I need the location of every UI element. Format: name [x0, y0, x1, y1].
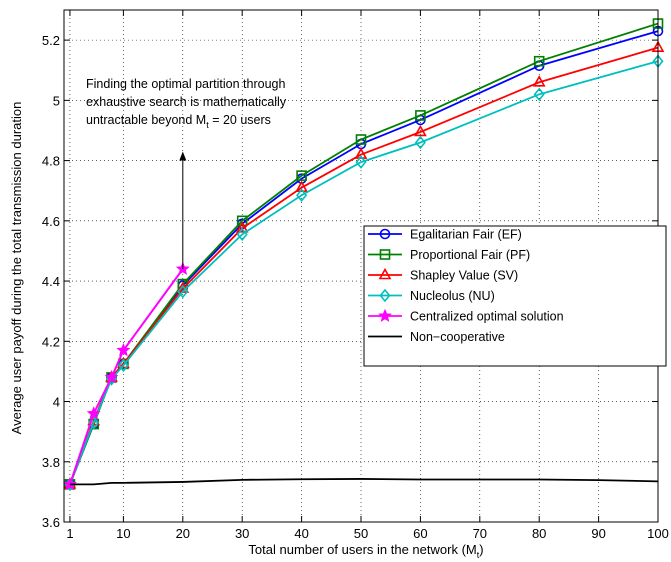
x-tick-label: 1 — [66, 526, 73, 541]
data-point-diamond — [355, 155, 367, 169]
data-point-square — [296, 170, 307, 181]
annotation-line-1: Finding the optimal partition through — [86, 77, 285, 91]
data-point-triangle — [235, 221, 249, 233]
legend-item: Egalitarian Fair (EF) — [368, 228, 522, 242]
legend-item: Shapley Value (SV) — [368, 267, 518, 283]
data-point-triangle — [414, 124, 427, 137]
annotation-tail: = 20 users — [209, 113, 271, 127]
x-tick-label: 10 — [116, 526, 130, 541]
data-point-star — [378, 308, 392, 322]
annotation-line-2: exhaustive search is mathematically — [86, 95, 287, 109]
y-tick-label: 4.4 — [42, 274, 60, 289]
data-point-diamond — [414, 135, 426, 150]
x-axis-label-subscript: t — [477, 550, 480, 560]
data-point-triangle — [532, 75, 546, 87]
y-tick-label: 3.6 — [42, 515, 60, 530]
legend-item: Proportional Fair (PF) — [368, 248, 530, 262]
data-point-diamond — [533, 87, 545, 102]
legend-item: Centralized optimal solution — [368, 308, 564, 324]
data-point-triangle — [295, 180, 308, 192]
data-point-diamond — [236, 227, 248, 242]
legend: Egalitarian Fair (EF) Proportional Fair (… — [363, 225, 667, 367]
legend-item: Nucleolus (NU) — [368, 288, 495, 303]
y-tick-label: 5.2 — [42, 33, 60, 48]
series-non-cooperative — [69, 478, 659, 486]
y-tick-label: 4.6 — [42, 214, 60, 229]
x-tick-label: 30 — [235, 526, 249, 541]
x-axis-ticks: 1 10 20 30 40 50 60 70 80 90 100 — [66, 10, 669, 541]
legend-label: Shapley Value (SV) — [410, 269, 518, 283]
y-tick-label: 4 — [53, 395, 60, 410]
data-point-diamond — [296, 188, 308, 202]
data-point-diamond — [177, 284, 189, 299]
data-point-square — [533, 55, 545, 67]
data-point-square — [379, 249, 391, 260]
x-axis-label-close: ) — [479, 542, 483, 557]
x-tick-label: 20 — [176, 526, 190, 541]
data-point-diamond — [117, 358, 129, 373]
annotation: Finding the optimal partition through ex… — [86, 77, 287, 270]
y-axis-label: Average user payoff during the total tra… — [9, 102, 24, 435]
y-tick-label: 5 — [53, 93, 60, 108]
legend-label: Egalitarian Fair (EF) — [410, 228, 522, 242]
x-tick-label: 70 — [473, 526, 487, 541]
data-point-square — [355, 134, 367, 145]
y-tick-label: 4.8 — [42, 154, 60, 169]
x-tick-label: 80 — [532, 526, 546, 541]
annotation-line-3: untractable beyond Mt = 20 users — [86, 113, 271, 130]
data-point-star — [86, 406, 101, 420]
data-point-star — [104, 370, 119, 384]
x-tick-label: 50 — [354, 526, 368, 541]
data-point-circle — [379, 228, 391, 240]
series-line — [69, 60, 659, 485]
x-axis-label-text: Total number of users in the network (M — [248, 542, 476, 557]
series-lines — [62, 18, 665, 492]
legend-label: Nucleolus (NU) — [410, 289, 495, 303]
x-tick-label: 100 — [647, 526, 669, 541]
legend-label: Proportional Fair (PF) — [410, 248, 530, 262]
data-point-triangle — [354, 147, 368, 159]
data-point-diamond — [379, 288, 391, 303]
y-tick-label: 4.2 — [42, 334, 60, 349]
data-point-triangle — [378, 267, 392, 280]
data-point-star — [116, 343, 131, 357]
legend-item: Non−cooperative — [368, 330, 505, 344]
legend-label: Non−cooperative — [410, 330, 505, 344]
y-tick-label: 3.8 — [42, 455, 60, 470]
legend-box — [363, 225, 667, 367]
x-tick-label: 40 — [294, 526, 308, 541]
data-point-square — [236, 215, 248, 227]
data-point-square — [415, 110, 426, 121]
x-axis-label: Total number of users in the network (Mt… — [248, 542, 483, 560]
annotation-arrowhead — [179, 151, 187, 161]
x-tick-label: 90 — [591, 526, 605, 541]
legend-label: Centralized optimal solution — [410, 310, 564, 324]
y-axis-ticks: 3.6 3.8 4 4.2 4.4 4.6 4.8 5 5.2 — [42, 33, 658, 530]
series-line — [69, 478, 659, 486]
x-tick-label: 60 — [413, 526, 427, 541]
annotation-line-3-text: untractable beyond M — [86, 113, 206, 127]
annotation-subscript: t — [206, 120, 209, 130]
